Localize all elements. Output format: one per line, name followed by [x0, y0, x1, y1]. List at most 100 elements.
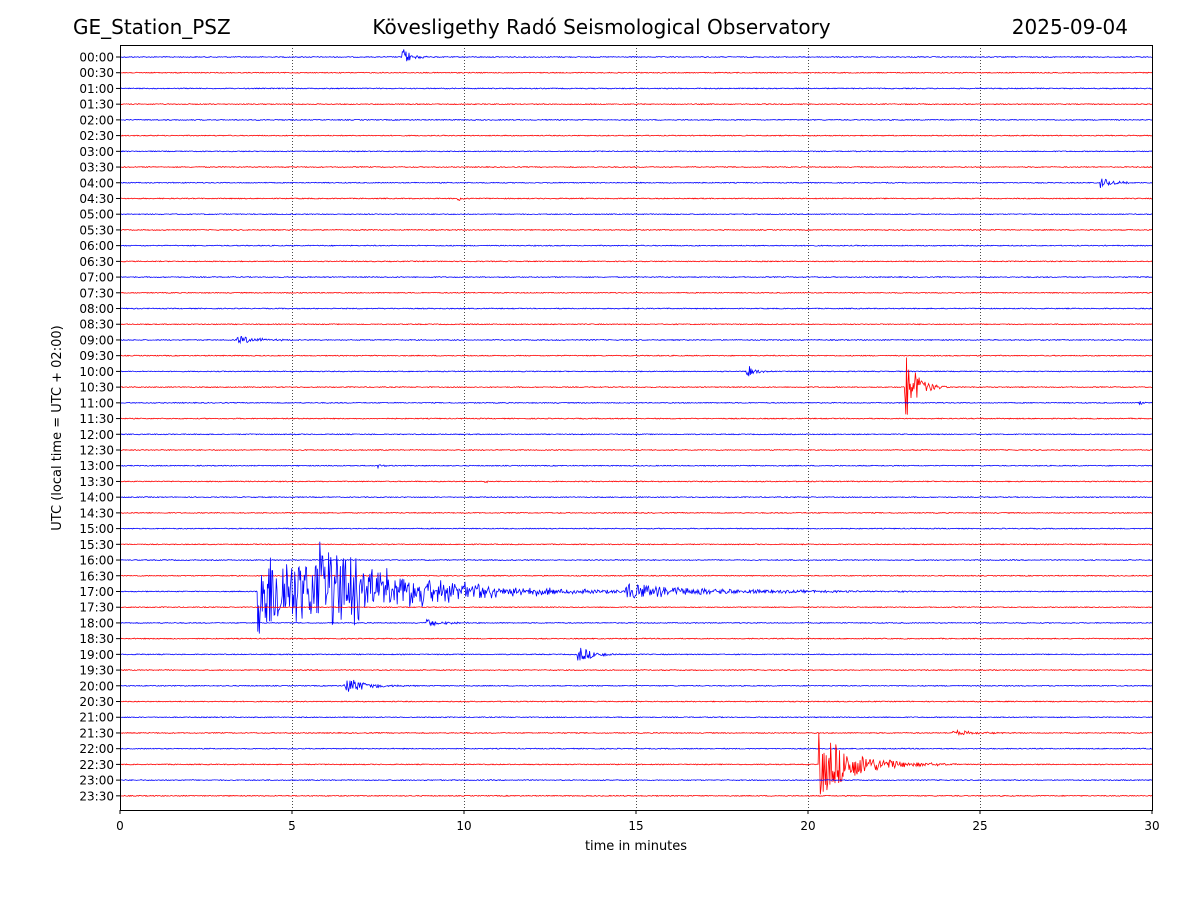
- trace-1430: [119, 511, 1153, 514]
- y-tick-label: 16:30: [79, 569, 114, 583]
- y-tick-label: 11:00: [79, 396, 114, 410]
- trace-0600: [119, 244, 1153, 247]
- y-tick-label: 14:30: [79, 506, 114, 520]
- trace-1200: [119, 433, 1153, 436]
- y-tick-label: 02:30: [79, 129, 114, 143]
- y-tick-label: 23:30: [79, 789, 114, 803]
- trace-2330: [119, 794, 1152, 797]
- y-tick-label: 22:30: [79, 758, 114, 772]
- trace-1400: [119, 496, 1153, 499]
- y-tick-label: 00:30: [79, 66, 114, 80]
- y-tick-label: 21:30: [79, 726, 114, 740]
- trace-2300: [119, 779, 1153, 782]
- trace-0230: [119, 134, 1153, 137]
- y-tick-label: 16:00: [79, 554, 114, 568]
- y-tick-label: 01:00: [79, 82, 114, 96]
- trace-1800: [119, 618, 1153, 627]
- y-tick-label: 18:30: [79, 632, 114, 646]
- trace-0430: [119, 197, 1152, 201]
- trace-0830: [119, 323, 1153, 326]
- y-tick-label: 12:00: [79, 428, 114, 442]
- y-tick-label: 20:00: [79, 679, 114, 693]
- trace-2200: [119, 747, 1153, 750]
- y-tick-label: 02:00: [79, 113, 114, 127]
- x-tick-label: 0: [116, 819, 124, 833]
- y-tick-label: 23:00: [79, 774, 114, 788]
- trace-0000: [119, 49, 1153, 62]
- trace-0200: [119, 118, 1153, 121]
- trace-1030: [119, 357, 1152, 415]
- trace-1830: [119, 637, 1152, 640]
- y-tick-label: 09:30: [79, 349, 114, 363]
- y-tick-label: 08:00: [79, 302, 114, 316]
- trace-1500: [119, 527, 1153, 530]
- trace-2000: [119, 679, 1153, 692]
- y-tick-label: 20:30: [79, 695, 114, 709]
- trace-1530: [119, 543, 1153, 546]
- trace-2100: [119, 716, 1153, 719]
- y-tick-label: 03:30: [79, 161, 114, 175]
- trace-0730: [120, 291, 1153, 294]
- y-tick-label: 19:30: [79, 664, 114, 678]
- y-tick-label: 13:00: [79, 459, 114, 473]
- trace-0130: [120, 103, 1153, 106]
- y-tick-label: 21:00: [79, 711, 114, 725]
- y-tick-label: 17:00: [79, 585, 114, 599]
- y-axis-label: UTC (local time = UTC + 02:00): [50, 325, 65, 530]
- trace-0300: [119, 150, 1153, 153]
- trace-2230: [119, 732, 1153, 795]
- x-tick-label: 25: [972, 819, 987, 833]
- y-tick-label: 05:30: [79, 223, 114, 237]
- x-tick-label: 5: [288, 819, 296, 833]
- trace-0500: [119, 213, 1153, 216]
- y-tick-label: 07:00: [79, 271, 114, 285]
- trace-1700: [119, 541, 1153, 634]
- trace-1230: [119, 449, 1153, 451]
- y-tick-label: 07:30: [79, 286, 114, 300]
- y-tick-label: 12:30: [79, 444, 114, 458]
- trace-1000: [119, 366, 1153, 377]
- y-tick-label: 17:30: [79, 601, 114, 615]
- trace-layer: [119, 49, 1153, 797]
- y-tick-label: 00:00: [79, 51, 114, 65]
- y-tick-label: 06:30: [79, 255, 114, 269]
- x-ticks: 0 5 10 15 20 25 30: [116, 810, 1160, 833]
- y-tick-label: 15:00: [79, 522, 114, 536]
- y-tick-label: 04:00: [79, 176, 114, 190]
- trace-0630: [119, 260, 1153, 263]
- trace-1330: [119, 480, 1153, 484]
- trace-1730: [119, 606, 1152, 609]
- trace-0100: [119, 87, 1153, 90]
- y-tick-label: 10:00: [79, 365, 114, 379]
- trace-0030: [119, 71, 1153, 74]
- y-tick-label: 04:30: [79, 192, 114, 206]
- x-axis-label: time in minutes: [585, 839, 687, 854]
- trace-0900: [119, 335, 1153, 345]
- y-tick-label: 10:30: [79, 381, 114, 395]
- date-title: 2025-09-04: [1011, 15, 1128, 39]
- trace-0330: [120, 165, 1153, 169]
- trace-0400: [120, 178, 1153, 189]
- y-tick-label: 09:00: [79, 333, 114, 347]
- y-tick-label: 22:00: [79, 742, 114, 756]
- trace-1100: [119, 401, 1153, 406]
- trace-0800: [119, 307, 1153, 310]
- y-tick-label: 06:00: [79, 239, 114, 253]
- y-tick-label: 01:30: [79, 98, 114, 112]
- trace-1630: [119, 574, 1153, 577]
- x-tick-label: 30: [1144, 819, 1159, 833]
- trace-0700: [119, 275, 1152, 279]
- x-tick-label: 10: [456, 819, 471, 833]
- trace-0530: [120, 228, 1153, 232]
- trace-1900: [120, 647, 1153, 661]
- grid-lines: [292, 45, 981, 810]
- y-tick-label: 13:30: [79, 475, 114, 489]
- trace-1300: [119, 464, 1153, 470]
- trace-1600: [119, 558, 1153, 562]
- y-tick-label: 14:00: [79, 491, 114, 505]
- y-tick-label: 08:30: [79, 318, 114, 332]
- trace-1130: [119, 417, 1153, 420]
- y-tick-label: 15:30: [79, 538, 114, 552]
